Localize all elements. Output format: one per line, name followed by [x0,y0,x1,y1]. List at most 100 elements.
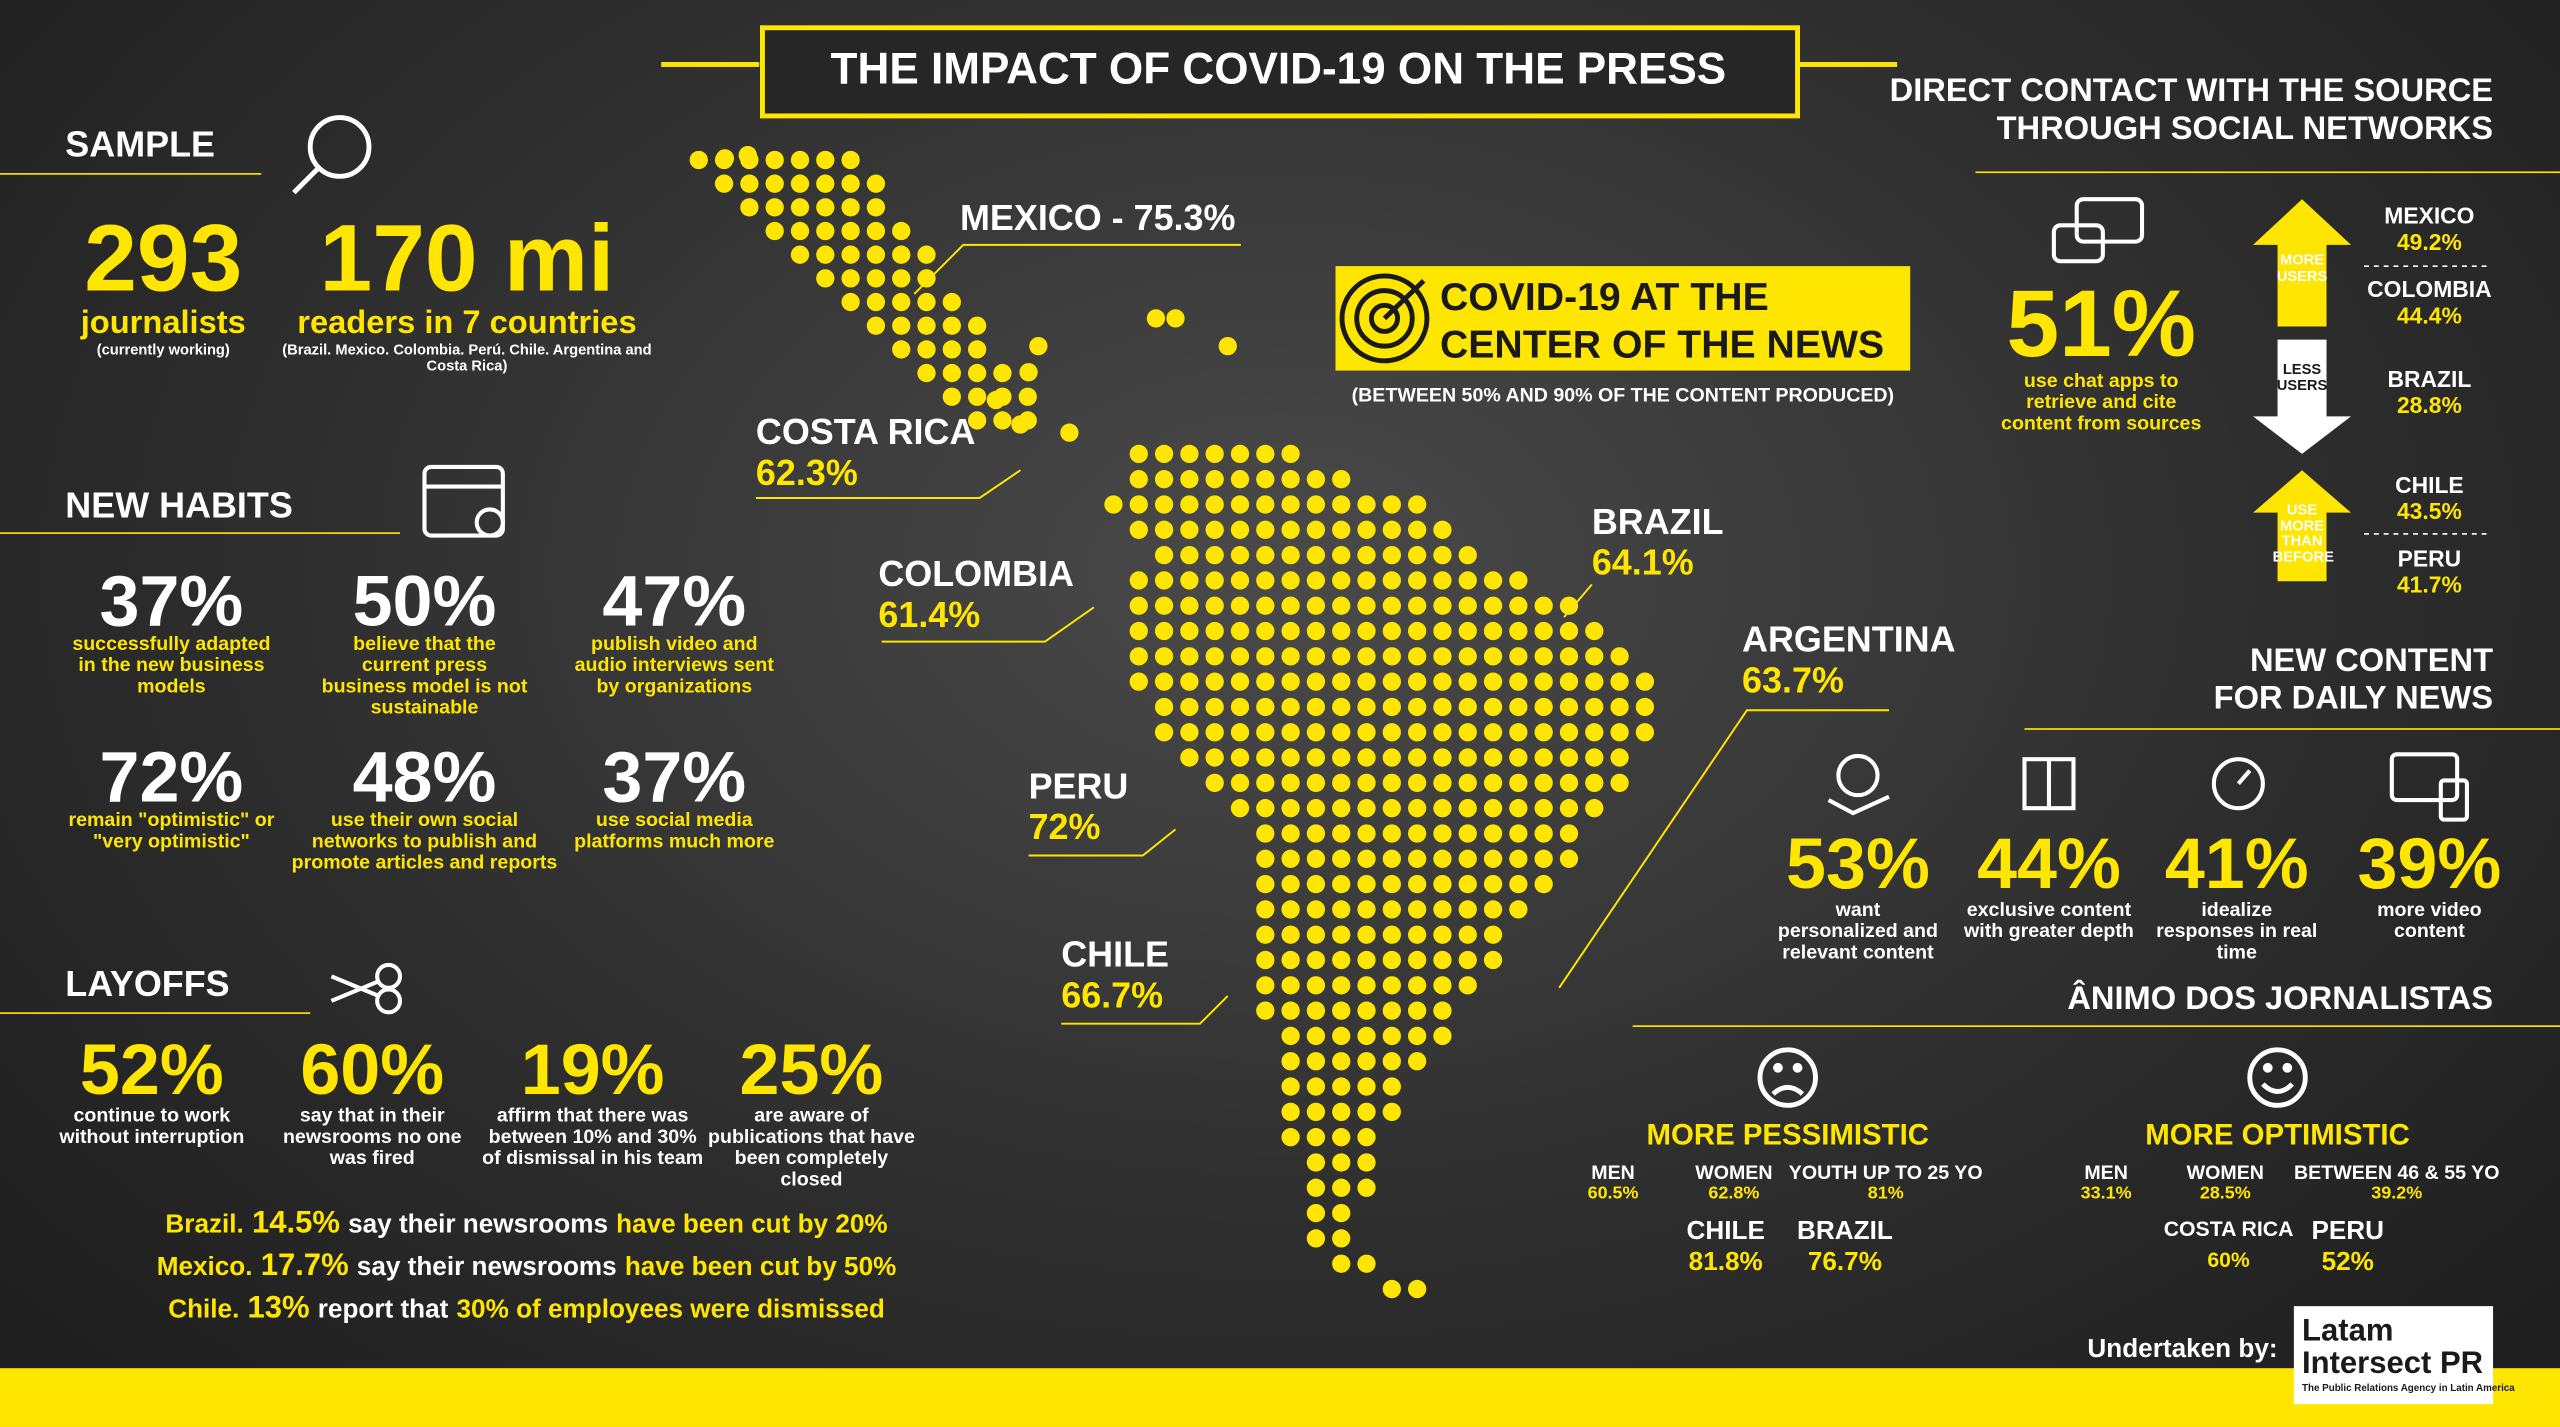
map-dot [1281,950,1300,970]
map-dot [1281,520,1300,539]
map-dot [790,174,810,193]
map-dot [1332,849,1351,868]
map-dot [1357,545,1376,565]
map-dot [1154,647,1174,666]
map-dot [942,387,961,406]
map-dot [892,292,911,312]
map-dot [1256,621,1275,641]
map-dot [1534,748,1553,767]
map-dot [1559,697,1579,717]
map-dot [1534,799,1553,818]
map-dot [816,269,835,288]
map-dot [1205,495,1224,514]
map-dot [1306,1102,1326,1122]
map-dot [1332,1153,1351,1172]
map-dot [1433,545,1452,565]
map-dot [1433,900,1452,919]
stat-note: (currently working) [96,341,230,358]
map-dot [1256,950,1275,970]
map-dot [1306,874,1326,894]
map-dot [1433,571,1452,590]
map-dot [1534,697,1553,717]
title-rule [1799,62,1898,67]
map-dot [1180,470,1199,489]
stat-text: publish video and audio interviews sent … [574,631,774,698]
map-dot [993,363,1012,383]
map-dot [1180,571,1199,590]
map-dot [1458,647,1477,666]
stat-text: believe that the current press business … [321,631,528,719]
note-part: Mexico. [156,1253,253,1282]
map-dot [1332,647,1351,666]
map-dot [841,292,860,312]
country-name: COLOMBIA [878,553,1074,595]
bottom-bar [0,1368,2560,1427]
map-dot [917,269,936,288]
country-name: CHILE [1686,1217,1765,1246]
map-dot [1407,874,1427,894]
stat-text: exclusive content with greater depth [1964,897,2134,942]
map-dot [1585,647,1604,666]
map-dot [1281,1128,1300,1147]
map-dot [1306,1203,1326,1223]
map-dot [1357,672,1376,691]
rule [0,173,262,175]
map-dot [1218,336,1237,356]
map-dot [1483,723,1503,742]
box-title: CENTER OF THE NEWS [1439,323,1885,368]
map-dot [1433,1026,1452,1046]
map-dot [1433,799,1452,818]
map-dot [1357,925,1376,944]
map-dot [1230,799,1250,818]
map-dot [1332,748,1351,767]
map-dot [1256,520,1275,539]
country-value: 49.2% [2396,228,2462,255]
map-dot [1205,596,1224,615]
map-dot [1585,773,1604,793]
map-dot [1357,1052,1376,1071]
map-dot [1382,748,1401,767]
map-dot [1534,773,1553,793]
map-dot [1332,773,1351,793]
map-dot [689,150,708,170]
map-dot [1483,596,1503,615]
map-dot [1332,976,1351,995]
map-dot [1332,545,1351,565]
map-dot [738,145,757,165]
map-dot [1306,1128,1326,1147]
map-dot [1256,723,1275,742]
map-dot [917,292,936,312]
map-dot [1180,647,1199,666]
map-dot [1382,1026,1401,1046]
layoff-note: Mexico. 17.7% say their newsrooms have been… [156,1249,905,1284]
map-dot [1205,748,1224,767]
map-dot [1534,647,1553,666]
map-dot [1407,596,1427,615]
map-dot [1357,647,1376,666]
map-dot [1382,950,1401,970]
map-dot [790,150,810,170]
map-dot [1256,444,1275,464]
map-dot [1382,1077,1401,1096]
map-dot [1357,874,1376,894]
map-dot [1433,647,1452,666]
map-dot [1230,621,1250,641]
map-dot [1205,773,1224,793]
map-dot [866,221,886,241]
stat-label: readers in 7 countries [297,305,637,342]
country-value: 28.8% [2396,391,2462,418]
map-dot [1458,824,1477,843]
map-dot [1610,697,1629,717]
map-dot [1154,596,1174,615]
map-dot [1332,1052,1351,1071]
map-dot [1306,1229,1326,1248]
map-dot [1256,976,1275,995]
map-dot [1029,336,1048,356]
map-dot [1129,596,1148,615]
map-dot [1559,723,1579,742]
map-dot [942,316,961,335]
map-dot [892,269,911,288]
map-dot [1230,545,1250,565]
map-dot [1585,621,1604,641]
